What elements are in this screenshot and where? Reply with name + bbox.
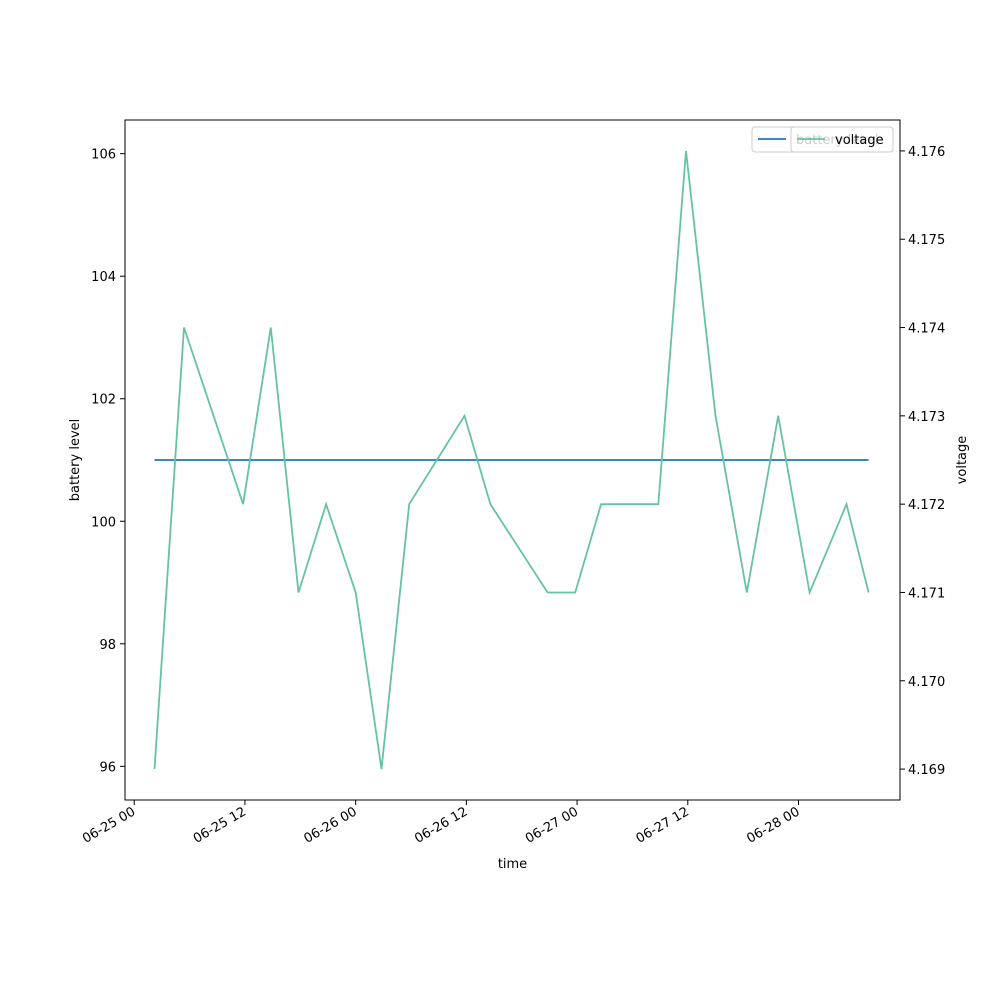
series-layer bbox=[153, 150, 870, 770]
x-axis-label: time bbox=[498, 857, 527, 872]
y-right-tick-label: 4.171 bbox=[908, 586, 945, 601]
y-left-tick-label: 98 bbox=[99, 638, 116, 653]
legend-voltage-label: voltage bbox=[835, 133, 884, 148]
plot-area-frame bbox=[124, 119, 901, 801]
y-left-tick-label: 100 bbox=[91, 515, 116, 530]
y-right-tick-label: 4.172 bbox=[908, 498, 945, 513]
y-left-tick-label: 102 bbox=[91, 393, 116, 408]
y-right-tick-label: 4.170 bbox=[908, 675, 945, 690]
y-left-tick-label: 104 bbox=[91, 270, 116, 285]
series-line-voltage bbox=[153, 150, 870, 770]
y-right-tick-label: 4.176 bbox=[908, 145, 945, 160]
y-right-tick-label: 4.173 bbox=[908, 410, 945, 425]
y-left-tick-label: 106 bbox=[91, 148, 116, 163]
y-axis-right: 4.169 4.170 4.171 4.172 4.173 4.174 4.175 4.176 bbox=[900, 145, 945, 778]
y-left-tick-label: 96 bbox=[99, 760, 116, 775]
y-axis-left: 96 98 100 102 104 106 bbox=[91, 148, 125, 775]
legend-voltage: voltage bbox=[790, 126, 894, 153]
y-right-tick-label: 4.169 bbox=[908, 763, 945, 778]
y-axis-left-label: battery level bbox=[68, 419, 83, 502]
legend-voltage-frame bbox=[790, 126, 894, 153]
y-axis-right-label: voltage bbox=[955, 436, 970, 485]
y-right-tick-label: 4.174 bbox=[908, 322, 945, 337]
y-right-tick-label: 4.175 bbox=[908, 233, 945, 248]
